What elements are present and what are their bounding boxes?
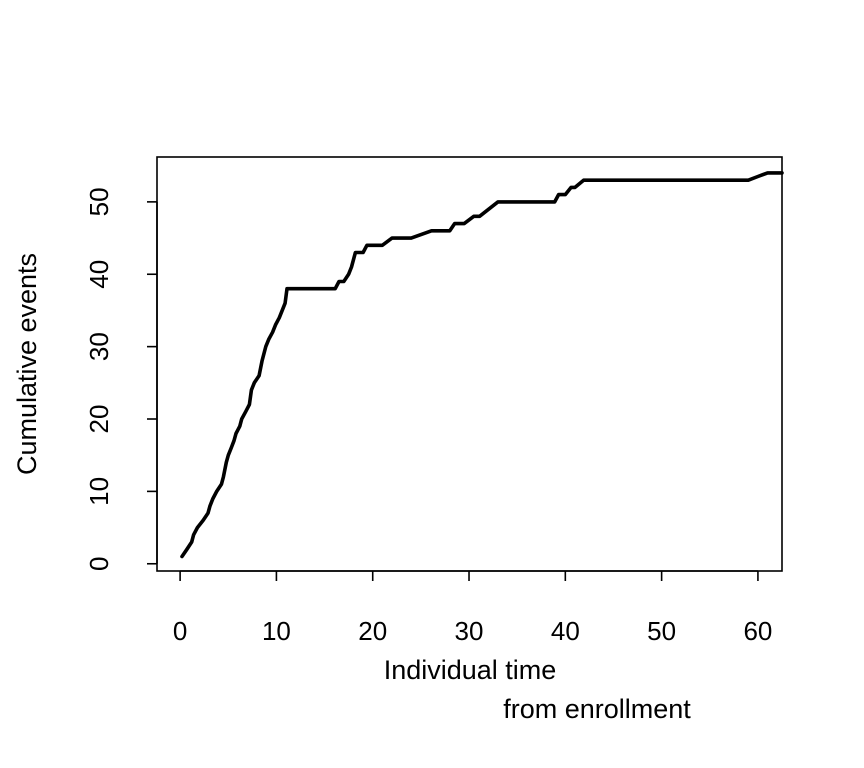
x-tick-label: 0 xyxy=(173,616,187,646)
y-axis: 0 10 20 30 40 50 xyxy=(84,187,158,571)
y-tick-label: 30 xyxy=(84,332,114,361)
x-tick-label: 60 xyxy=(743,616,772,646)
x-axis-title-line-1: Individual time xyxy=(384,655,557,685)
x-tick-label: 10 xyxy=(262,616,291,646)
cumulative-events-line xyxy=(180,171,784,559)
x-axis-title-line-2: from enrollment xyxy=(503,694,691,724)
x-tick-label: 40 xyxy=(551,616,580,646)
y-tick-label: 10 xyxy=(84,477,114,506)
y-tick-label: 0 xyxy=(84,557,114,571)
y-axis-title: Cumulative events xyxy=(12,253,42,475)
x-tick-label: 50 xyxy=(647,616,676,646)
y-tick-label: 20 xyxy=(84,405,114,434)
x-tick-label: 20 xyxy=(358,616,387,646)
x-tick-label: 30 xyxy=(455,616,484,646)
y-tick-label: 40 xyxy=(84,260,114,289)
y-tick-label: 50 xyxy=(84,187,114,216)
x-axis: 0 10 20 30 40 50 60 xyxy=(173,570,772,646)
